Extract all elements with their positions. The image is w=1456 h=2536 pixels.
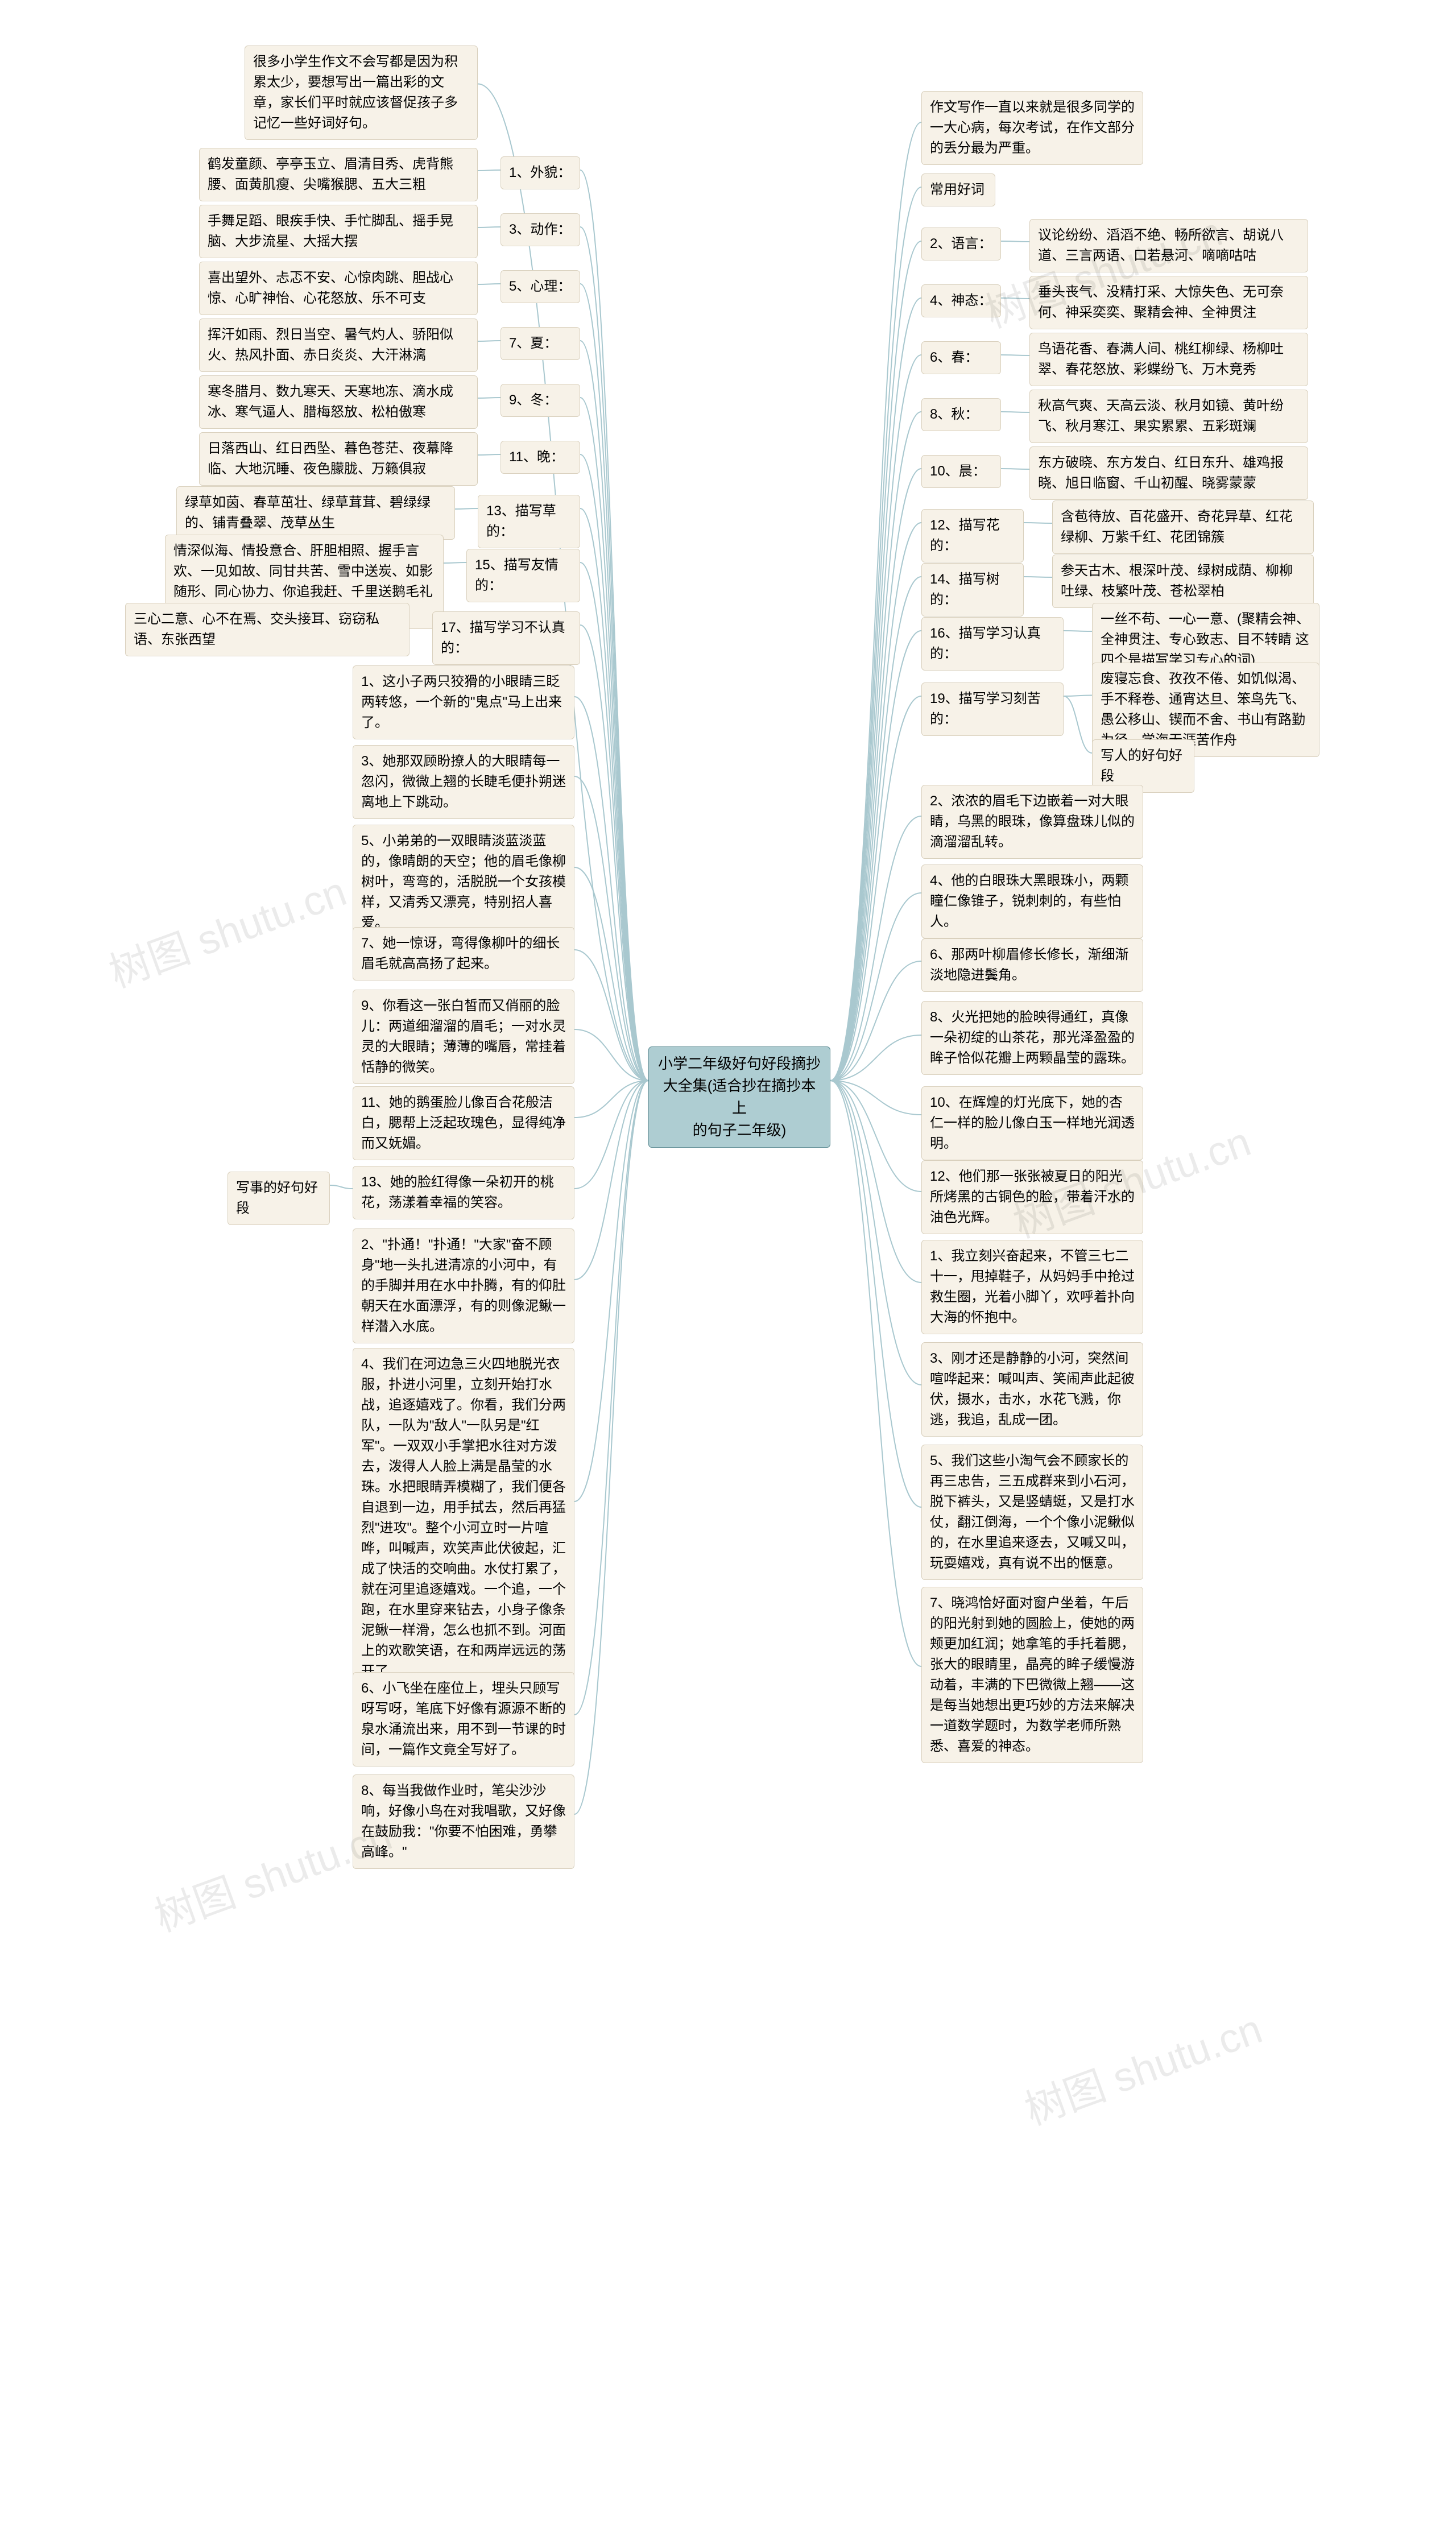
left-category-3: 5、心理： <box>500 270 580 303</box>
right-category-10: 19、描写学习刻苦的： <box>921 682 1064 736</box>
left-category-sub-7: 绿草如茵、春草茁壮、绿草茸茸、碧绿绿的、铺青叠翠、茂草丛生 <box>176 486 455 540</box>
left-paragraph-8: 4、我们在河边急三火四地脱光衣服，扑进小河里，立刻开始打水战，追逐嬉戏了。你看，… <box>353 1348 574 1688</box>
left-category-5: 9、冬： <box>500 384 580 417</box>
right-paragraph-9: 7、晓鸿恰好面对窗户坐着，午后的阳光射到她的圆脸上，使她的两颊更加红润；她拿笔的… <box>921 1587 1143 1763</box>
left-category-sub-6: 日落西山、红日西坠、暮色苍茫、夜幕降临、大地沉睡、夜色朦胧、万籁俱寂 <box>199 432 478 486</box>
right-category-sub-8: 参天古木、根深叶茂、绿树成荫、柳柳吐绿、枝繁叶茂、苍松翠柏 <box>1052 555 1314 608</box>
right-category-8: 14、描写树的： <box>921 563 1024 617</box>
right-category-sub-7: 含苞待放、百花盛开、奇花异草、红花绿柳、万紫千红、花团锦簇 <box>1052 500 1314 554</box>
left-paragraph-7: 2、"扑通！"扑通！"大家"奋不顾身"地一头扎进清凉的小河中，有的手脚并用在水中… <box>353 1228 574 1343</box>
right-paragraph-7: 3、刚才还是静静的小河，突然间喧哗起来：喊叫声、笑闹声此起彼伏，摄水，击水，水花… <box>921 1342 1143 1437</box>
left-category-sub-3: 喜出望外、忐忑不安、心惊肉跳、胆战心惊、心旷神怡、心花怒放、乐不可支 <box>199 262 478 315</box>
right-category-5: 8、秋： <box>921 398 1001 431</box>
right-paragraph-2: 6、那两叶柳眉修长修长，渐细渐淡地隐进鬓角。 <box>921 938 1143 992</box>
left-paragraph-9: 6、小飞坐在座位上，埋头只顾写呀写呀，笔底下好像有源源不断的泉水涌流出来，用不到… <box>353 1672 574 1766</box>
left-paragraph-6: 13、她的脸红得像一朵初开的桃花，荡漾着幸福的笑容。 <box>353 1166 574 1219</box>
right-category-3: 4、神态： <box>921 284 1001 317</box>
right-category-sub-5: 秋高气爽、天高云淡、秋月如镜、黄叶纷飞、秋月寒江、果实累累、五彩斑斓 <box>1029 390 1308 443</box>
left-category-1: 1、外貌： <box>500 156 580 189</box>
mindmap-canvas: 小学二年级好句好段摘抄 大全集(适合抄在摘抄本上 的句子二年级) 很多小学生作文不… <box>0 0 1456 2536</box>
right-category-sub-6: 东方破晓、东方发白、红日东升、雄鸡报晓、旭日临窗、千山初醒、晓雾蒙蒙 <box>1029 446 1308 500</box>
left-category-9: 17、描写学习不认真的： <box>432 611 580 665</box>
right-category-9: 16、描写学习认真的： <box>921 617 1064 671</box>
left-paragraph-5: 11、她的鹅蛋脸儿像百合花般洁白，腮帮上泛起玫瑰色，显得纯净而又妩媚。 <box>353 1086 574 1160</box>
left-category-6: 11、晚： <box>500 441 580 474</box>
right-paragraph-5: 12、他们那一张张被夏日的阳光所烤黑的古铜色的脸，带着汗水的油色光辉。 <box>921 1160 1143 1234</box>
left-paragraph-3: 7、她一惊讶，弯得像柳叶的细长眉毛就高高扬了起来。 <box>353 927 574 981</box>
right-category-sub-4: 鸟语花香、春满人间、桃红柳绿、杨柳吐翠、春花怒放、彩蝶纷飞、万木竞秀 <box>1029 333 1308 386</box>
right-paragraph-4: 10、在辉煌的灯光底下，她的杏仁一样的脸儿像白玉一样地光润透明。 <box>921 1086 1143 1160</box>
left-category-sub-5: 寒冬腊月、数九寒天、天寒地冻、滴水成冰、寒气逼人、腊梅怒放、松柏傲寒 <box>199 375 478 429</box>
left-category-sub-2: 手舞足蹈、眼疾手快、手忙脚乱、摇手晃脑、大步流星、大摇大摆 <box>199 205 478 258</box>
right-category-sub-2: 议论纷纷、滔滔不绝、畅所欲言、胡说八道、三言两语、口若悬河、嘀嘀咕咕 <box>1029 219 1308 272</box>
right-category-2: 2、语言： <box>921 227 1001 260</box>
right-category-4: 6、春： <box>921 341 1001 374</box>
left-paragraph-leader-6: 写事的好句好段 <box>228 1172 330 1225</box>
right-paragraph-3: 8、火光把她的脸映得通红，真像一朵初绽的山茶花，那光泽盈盈的眸子恰似花瓣上两颗晶… <box>921 1001 1143 1075</box>
right-category-1: 常用好词 <box>921 173 995 206</box>
left-paragraph-4: 9、你看这一张白皙而又俏丽的脸儿：两道细溜溜的眉毛；一对水灵灵的大眼睛；薄薄的嘴… <box>353 990 574 1084</box>
left-paragraph-2: 5、小弟弟的一双眼睛淡蓝淡蓝的，像晴朗的天空；他的眉毛像柳树叶，弯弯的，活脱脱一… <box>353 825 574 940</box>
right-paragraph-6: 1、我立刻兴奋起来，不管三七二十一，甩掉鞋子，从妈妈手中抢过救生圈，光着小脚丫，… <box>921 1240 1143 1334</box>
left-paragraph-1: 3、她那双顾盼撩人的大眼睛每一忽闪，微微上翘的长睫毛便扑朔迷离地上下跳动。 <box>353 745 574 819</box>
right-paragraph-0: 2、浓浓的眉毛下边嵌着一对大眼睛，乌黑的眼珠，像算盘珠儿似的滴溜溜乱转。 <box>921 785 1143 859</box>
right-paragraph-1: 4、他的白眼珠大黑眼珠小，两颗瞳仁像锥子，锐刺刺的，有些怕人。 <box>921 864 1143 938</box>
right-category-6: 10、晨： <box>921 455 1001 488</box>
right-category-7: 12、描写花的： <box>921 509 1024 562</box>
left-category-2: 3、动作： <box>500 213 580 246</box>
left-category-7: 13、描写草的： <box>478 495 580 548</box>
left-paragraph-0: 1、这小子两只狡猾的小眼睛三眨两转悠，一个新的"鬼点"马上出来了。 <box>353 665 574 739</box>
left-category-sub-1: 鹤发童颜、亭亭玉立、眉清目秀、虎背熊腰、面黄肌瘦、尖嘴猴腮、五大三粗 <box>199 148 478 201</box>
right-category-0: 作文写作一直以来就是很多同学的一大心病，每次考试，在作文部分的丢分最为严重。 <box>921 91 1143 165</box>
left-category-0: 很多小学生作文不会写都是因为积累太少，要想写出一篇出彩的文章，家长们平时就应该督… <box>245 45 478 140</box>
left-category-sub-4: 挥汗如雨、烈日当空、暑气灼人、骄阳似火、热风扑面、赤日炎炎、大汗淋漓 <box>199 318 478 372</box>
left-paragraph-10: 8、每当我做作业时，笔尖沙沙响，好像小鸟在对我唱歌，又好像在鼓励我："你要不怕困… <box>353 1774 574 1869</box>
left-category-sub-9: 三心二意、心不在焉、交头接耳、窃窃私语、东张西望 <box>125 603 410 656</box>
left-category-4: 7、夏： <box>500 327 580 360</box>
right-paragraph-8: 5、我们这些小淘气会不顾家长的再三忠告，三五成群来到小石河，脱下裤头，又是竖蜻蜓… <box>921 1445 1143 1580</box>
center-topic: 小学二年级好句好段摘抄 大全集(适合抄在摘抄本上 的句子二年级) <box>648 1046 830 1148</box>
left-category-8: 15、描写友情的： <box>466 549 580 602</box>
right-category-sub-3: 垂头丧气、没精打采、大惊失色、无可奈何、神采奕奕、聚精会神、全神贯注 <box>1029 276 1308 329</box>
